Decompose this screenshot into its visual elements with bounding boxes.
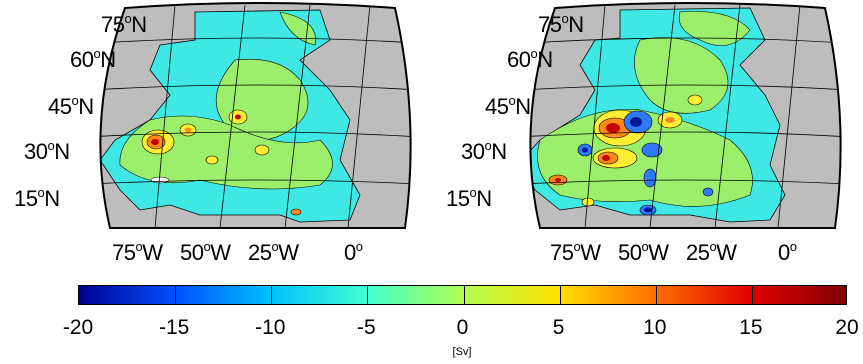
colorbar-tick	[463, 286, 465, 304]
colorbar-label: 5	[552, 316, 565, 339]
graticule	[530, 4, 841, 228]
map-frame	[529, 2, 842, 229]
lat-label-45: 45oN	[485, 93, 531, 119]
graticule	[100, 4, 411, 228]
colorbar-tick	[175, 286, 177, 304]
lat-label-30: 30oN	[461, 138, 507, 164]
colorbar-tick	[559, 286, 561, 304]
lat-label-15: 15oN	[14, 185, 60, 211]
map-frame	[99, 2, 412, 229]
colorbar	[78, 285, 847, 305]
colorbar-tick	[367, 286, 369, 304]
colorbar-label: -10	[255, 316, 286, 339]
colorbar-tick	[655, 286, 657, 304]
lat-label-45: 45oN	[48, 93, 94, 119]
lat-label-75: 75oN	[101, 11, 147, 37]
lon-label-0: 0o	[778, 239, 797, 265]
colorbar-label: -15	[158, 316, 190, 339]
map-left	[99, 2, 412, 229]
colorbar-label: -20	[62, 316, 94, 339]
colorbar-label: 0	[456, 316, 469, 339]
colorbar-label: 15	[739, 316, 763, 339]
colorbar-label: -5	[357, 316, 376, 339]
colorbar-tick	[271, 286, 273, 304]
lon-label-75w: 75oW	[550, 239, 601, 265]
colorbar-tick	[751, 286, 753, 304]
colorbar-label: 20	[835, 316, 859, 339]
lat-label-30: 30oN	[24, 138, 70, 164]
lat-label-60: 60oN	[507, 46, 553, 72]
lat-label-75: 75oN	[538, 11, 584, 37]
map-panel-left: 75oN 60oN 45oN 30oN 15oN 75oW 50oW 25oW …	[0, 0, 420, 270]
lon-label-75w: 75oW	[112, 239, 163, 265]
lon-label-50w: 50oW	[180, 239, 231, 265]
lon-label-25w: 25oW	[686, 239, 737, 265]
lon-label-25w: 25oW	[248, 239, 299, 265]
map-panel-right: 75oN 60oN 45oN 30oN 15oN 75oW 50oW 25oW …	[430, 0, 850, 270]
colorbar-label: 10	[643, 316, 667, 339]
lon-label-0: 0o	[344, 239, 363, 265]
colorbar-unit: [Sv]	[452, 346, 472, 358]
lat-label-15: 15oN	[446, 185, 492, 211]
lat-label-60: 60oN	[70, 46, 116, 72]
map-right	[529, 2, 842, 229]
lon-label-50w: 50oW	[618, 239, 669, 265]
